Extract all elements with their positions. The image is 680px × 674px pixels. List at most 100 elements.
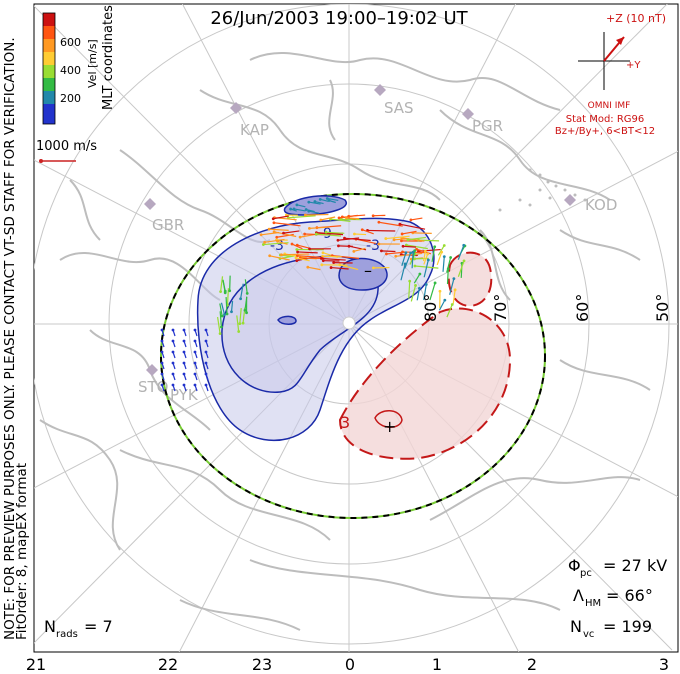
flow-vector-origin [321, 251, 325, 255]
flow-vector [321, 257, 346, 261]
flow-vector [264, 238, 285, 243]
flow-vector-origin [193, 350, 197, 354]
flow-vector-origin [160, 372, 164, 376]
flow-vector-origin [418, 286, 421, 290]
flow-vector-origin [204, 350, 208, 354]
flow-vector-origin [182, 383, 186, 387]
flow-vector [437, 245, 445, 256]
flow-vector-origin [223, 291, 227, 295]
flow-vector-origin [352, 249, 356, 253]
flow-vector [353, 247, 366, 252]
flow-vector-origin [193, 372, 197, 376]
svg-text:pc: pc [580, 568, 592, 579]
svg-text:= 7: = 7 [84, 617, 113, 636]
flow-vector-origin [433, 281, 437, 285]
imf-y-label: +Y [626, 60, 641, 71]
flow-vector [274, 231, 297, 238]
flow-vector [309, 226, 330, 229]
flow-vector-origin [218, 332, 222, 336]
colorbar-label: Vel [m/s] [86, 39, 99, 88]
flow-vector [308, 210, 320, 214]
flow-vector-origin [319, 257, 323, 260]
flow-vector-origin [193, 361, 197, 365]
flow-vector [423, 284, 427, 301]
flow-vector [446, 304, 453, 318]
station-pgr: PGR [472, 117, 503, 135]
flow-vector-origin [245, 311, 248, 315]
flow-vector-origin [304, 213, 307, 217]
flow-vector-origin [290, 242, 294, 246]
flow-vector-origin [413, 264, 417, 268]
flow-vector [410, 217, 423, 221]
flow-vector [220, 276, 224, 292]
flow-vector-origin [307, 209, 311, 213]
flow-vector-origin [204, 372, 208, 376]
flow-vector-origin [453, 288, 457, 292]
flow-vector-origin [345, 216, 348, 220]
flow-vector-origin [438, 289, 442, 293]
flow-vector-origin [409, 251, 413, 255]
flow-vector-origin [404, 243, 408, 247]
flow-vector [404, 252, 412, 269]
flow-vector-origin [304, 208, 308, 211]
lat-label-80: 80° [421, 294, 440, 322]
imf-clock [578, 32, 630, 90]
hm-boundary [160, 193, 546, 519]
mlt-labels: 21 22 23 0 1 2 3 [26, 655, 669, 674]
flow-vector [399, 223, 426, 230]
flow-vector-origin [182, 372, 186, 376]
flow-vector-origin [239, 297, 243, 301]
flow-vector [236, 315, 240, 332]
negative-cell-core [338, 257, 388, 291]
flow-vector [293, 208, 306, 212]
station-kap: KAP [240, 121, 269, 139]
flow-vector-origin [237, 330, 241, 333]
flow-vector-origin [298, 235, 302, 239]
flow-vector-origin [295, 259, 299, 263]
flow-vector-origin [193, 328, 197, 332]
flow-vector-origin [450, 303, 454, 306]
negative-cell-mid [221, 255, 379, 393]
flow-vector [269, 255, 290, 261]
flow-vector-origin [308, 226, 311, 230]
flow-vector [297, 251, 318, 254]
svg-text:Λ: Λ [573, 586, 584, 605]
station-sas: SAS [384, 99, 414, 117]
flow-vector-origin [171, 339, 175, 343]
flow-vector [277, 240, 288, 245]
flow-vector [239, 308, 242, 324]
flow-vector-origin [228, 289, 232, 293]
imf-stat-mod: Stat Mod: RG96 [566, 114, 645, 125]
flow-vector [273, 215, 289, 220]
flow-vector [219, 303, 223, 317]
flow-vector [322, 255, 342, 258]
flow-vector-origin [306, 265, 310, 269]
flow-vector [220, 302, 226, 315]
flow-vector-origin [160, 339, 164, 343]
colorbar-tick-200: 200 [60, 92, 81, 105]
flow-vector-origin [204, 361, 208, 365]
flow-vector [429, 282, 436, 301]
preview-note: NOTE: FOR PREVIEW PURPOSES ONLY. PLEASE … [2, 37, 18, 640]
flow-vector [412, 232, 432, 234]
flow-vector-origin [414, 284, 417, 287]
flow-vector-origin [268, 254, 272, 258]
pole-marker [342, 316, 356, 330]
station-markers [144, 84, 576, 376]
flow-vector [337, 237, 360, 241]
flow-vector-origin [243, 308, 247, 312]
flow-vector [378, 221, 403, 227]
flow-vector [449, 278, 455, 295]
stat-lambda-hm: Λ HM = 66° [573, 586, 653, 609]
flow-vector-origin [220, 325, 223, 329]
flow-vector-origin [321, 259, 325, 263]
positive-cell-upper [447, 251, 493, 308]
flow-vector-origin [443, 298, 447, 302]
flow-vector [297, 255, 324, 259]
flow-vector [281, 253, 309, 256]
flow-vector [269, 228, 289, 231]
flow-vector-origin [182, 361, 186, 365]
flow-vector-origin [426, 258, 430, 262]
flow-vector-origin [219, 290, 223, 294]
